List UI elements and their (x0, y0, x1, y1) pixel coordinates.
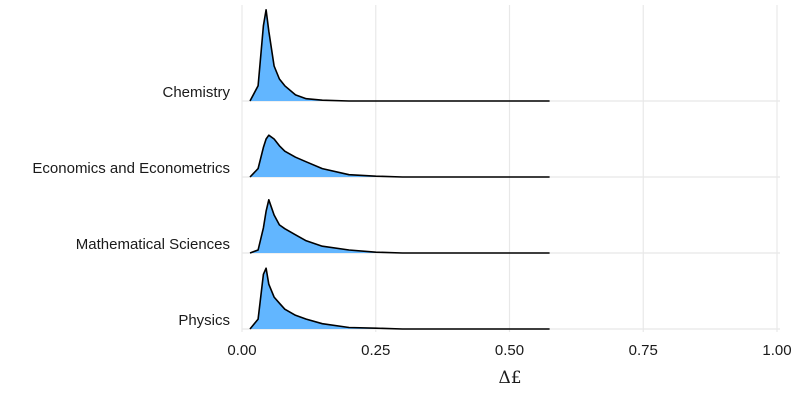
x-tick-label: 1.00 (762, 342, 791, 359)
x-tick-label: 0.50 (495, 342, 524, 359)
ridge-line (249, 9, 550, 102)
ridge-line (249, 134, 550, 178)
y-tick-label: Chemistry (162, 84, 230, 101)
x-tick-label: 0.75 (629, 342, 658, 359)
x-axis-title: Δ£ (498, 368, 521, 388)
x-tick-label: 0.00 (227, 342, 256, 359)
ridge-area (250, 199, 550, 253)
y-tick-label: Mathematical Sciences (76, 236, 230, 253)
ridge-line (249, 267, 550, 330)
ridge-area (250, 9, 550, 101)
y-tick-label: Economics and Econometrics (32, 160, 230, 177)
ridge-area (250, 135, 550, 177)
ridge-area (250, 268, 550, 329)
y-tick-label: Physics (178, 312, 230, 329)
x-tick-label: 0.25 (361, 342, 390, 359)
ridge-line (249, 199, 550, 254)
